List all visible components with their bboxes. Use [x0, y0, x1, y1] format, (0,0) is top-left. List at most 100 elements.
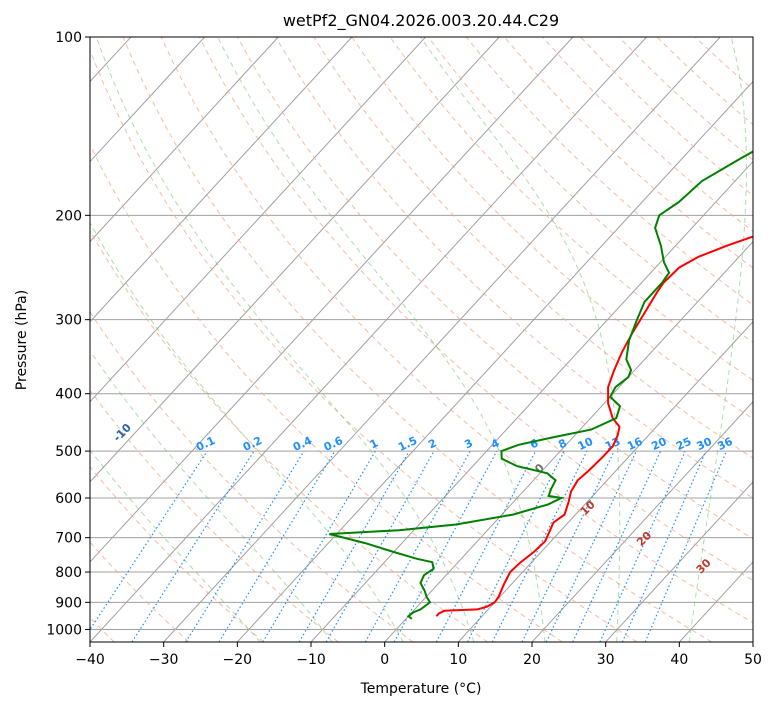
dry-adiabat	[351, 37, 753, 420]
dry-adiabat	[160, 37, 753, 624]
mixing-ratio-line	[325, 450, 435, 642]
mixing-ratio-label: 13	[603, 435, 622, 453]
isotherm-line	[90, 37, 574, 563]
mixing-ratio-line	[621, 450, 707, 642]
mixing-ratio-line	[262, 450, 376, 642]
y-tick-label: 200	[55, 208, 82, 224]
mixing-ratio-line	[521, 450, 615, 642]
mixing-ratio-label: 10	[576, 435, 596, 453]
y-axis-label: Pressure (hPa)	[14, 290, 30, 390]
temperature-profile-line	[435, 235, 753, 617]
isotherm-line	[457, 320, 753, 642]
y-tick-label: 100	[55, 30, 82, 46]
moist-adiabat-label: 10	[578, 498, 598, 518]
moist-adiabat-label: 40	[756, 581, 775, 601]
isotherm-line	[90, 37, 647, 642]
x-tick-label: 40	[670, 652, 688, 668]
mixing-ratio-line	[545, 450, 637, 642]
x-tick-label: 0	[380, 652, 389, 668]
isotherm-line	[90, 37, 205, 163]
mixing-ratio-label: 25	[674, 435, 693, 453]
mixing-ratio-label: 36	[715, 435, 735, 453]
y-tick-label: 800	[55, 565, 82, 581]
dry-adiabat	[542, 37, 753, 233]
isotherm-line	[310, 160, 753, 642]
dry-adiabat	[694, 37, 753, 91]
dry-adiabat	[90, 229, 488, 642]
x-axis-label: Temperature (°C)	[360, 681, 482, 697]
mixing-ratio-line	[185, 450, 305, 642]
mixing-ratio-label: 6	[528, 436, 541, 451]
dry-adiabat	[465, 37, 753, 306]
mixing-ratio-line	[572, 450, 662, 642]
moist-adiabat	[90, 221, 404, 642]
moist-adiabat-label: 20	[634, 529, 654, 549]
profile-series	[329, 150, 753, 620]
dry-adiabat	[504, 37, 753, 269]
x-tick-label: 30	[597, 652, 615, 668]
dewpoint-profile-line	[329, 150, 753, 620]
mixing-ratio-line	[90, 450, 208, 631]
mixing-ratio-line	[298, 450, 410, 642]
moist-adiabat	[90, 449, 261, 642]
dry-adiabat	[90, 143, 563, 642]
background-grid	[90, 37, 753, 642]
line-labels: 0.10.20.40.611.52346810131620253036-100-…	[111, 421, 775, 601]
dry-adiabat	[427, 37, 753, 343]
dry-adiabat-label: -10	[111, 421, 134, 444]
dry-adiabat	[90, 311, 414, 642]
dry-adiabat	[122, 37, 712, 642]
dry-adiabat	[237, 37, 753, 540]
y-tick-label: 300	[55, 313, 82, 329]
y-tick-label: 900	[55, 595, 82, 611]
moist-adiabat	[420, 37, 621, 642]
isotherm-line	[90, 37, 353, 323]
isotherm-line	[384, 240, 753, 642]
mixing-ratio-line	[131, 450, 255, 642]
moist-adiabat-label: 30	[694, 556, 714, 576]
isotherm-line	[90, 37, 500, 483]
x-tick-label: −40	[75, 652, 105, 668]
y-axis-ticks: 100 200 300 400 500 600 700 800 900 1000	[46, 30, 90, 638]
dry-adiabat	[389, 37, 753, 381]
isotherm-line	[236, 80, 753, 642]
x-tick-label: 20	[523, 652, 541, 668]
moist-adiabat	[217, 37, 546, 642]
mixing-ratio-line	[435, 450, 537, 642]
mixing-ratio-line	[599, 450, 686, 642]
x-tick-label: −10	[296, 652, 326, 668]
x-tick-label: 10	[449, 652, 467, 668]
y-tick-label: 600	[55, 491, 82, 507]
y-tick-label: 700	[55, 531, 82, 547]
dry-adiabat	[90, 389, 339, 642]
y-tick-label: 400	[55, 387, 82, 403]
dry-adiabat	[656, 37, 753, 126]
mixing-ratio-label: 3	[462, 436, 474, 451]
dry-adiabat	[275, 37, 753, 499]
mixing-ratio-label: 2	[426, 436, 438, 451]
dry-adiabat	[580, 37, 753, 197]
isotherm-line	[531, 401, 753, 642]
plot-frame	[89, 36, 754, 643]
y-tick-label: 1000	[46, 622, 82, 638]
dry-adiabat	[618, 37, 753, 161]
mixing-ratio-label: 30	[695, 435, 715, 453]
isotherm-line	[90, 37, 279, 243]
moist-adiabat	[95, 37, 475, 642]
dry-adiabat	[90, 465, 264, 642]
isotherm-line	[605, 481, 753, 642]
mixing-ratio-line	[393, 450, 498, 642]
chart-title: wetPf2_GN04.2026.003.20.44.C29	[283, 11, 559, 31]
isotherm-line	[752, 641, 753, 642]
mixing-ratio-line	[218, 450, 336, 642]
mixing-ratio-label: 16	[625, 435, 645, 453]
x-axis-ticks: −40 −30 −20 −10 0 10 20 30 40 50	[75, 642, 762, 668]
mixing-ratio-label: 4	[489, 436, 502, 451]
mixing-ratio-line	[364, 450, 471, 642]
y-tick-label: 500	[55, 444, 82, 460]
mixing-ratio-label: 20	[649, 435, 669, 453]
isotherm-line	[163, 37, 721, 642]
x-tick-label: −30	[149, 652, 179, 668]
dry-adiabat	[90, 48, 638, 642]
